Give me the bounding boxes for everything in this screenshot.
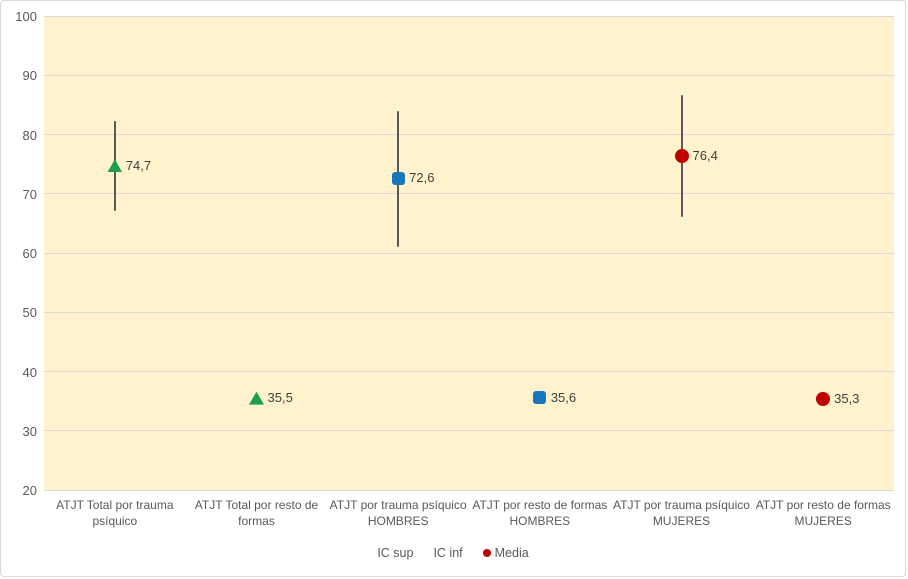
y-axis-tick-label: 80 — [22, 127, 37, 143]
y-axis-tick-label: 60 — [22, 246, 37, 261]
data-point-marker — [533, 391, 547, 405]
data-point-label: 35,3 — [834, 391, 860, 407]
y-axis-tick-label: 20 — [22, 483, 37, 498]
category-label: ATJT por trauma psíquico HOMBRES — [329, 498, 467, 528]
legend-item-label: IC inf — [433, 546, 463, 560]
y-axis-tick-label: 70 — [22, 186, 37, 202]
gridline — [44, 74, 894, 76]
category-label: ATJT por resto de formas HOMBRES — [472, 498, 608, 528]
data-point-label: 35,6 — [550, 389, 577, 405]
category-label: ATJT Total por resto de formas — [194, 498, 319, 528]
data-point-label: 76,4 — [692, 147, 718, 163]
legend-item: IC inf — [433, 546, 462, 560]
gridline — [44, 252, 894, 254]
category-label: ATJT por resto de formas MUJERES — [755, 498, 891, 528]
legend-item: IC sup — [377, 546, 413, 560]
y-axis-tick-label: 90 — [22, 68, 37, 84]
category-label: ATJT por trauma psíquico MUJERES — [613, 498, 750, 528]
data-point-marker — [674, 148, 689, 163]
category-label: ATJT Total por trauma psíquico — [56, 498, 174, 528]
data-point-label: 35,5 — [267, 390, 293, 406]
plot-area — [44, 15, 894, 491]
gridline — [44, 15, 894, 17]
data-point-marker — [816, 392, 831, 407]
legend-item-label: Media — [494, 546, 529, 560]
y-axis-tick-label: 40 — [22, 364, 37, 380]
legend-media-marker-icon — [482, 549, 491, 557]
gridline — [44, 193, 894, 195]
gridline — [44, 134, 894, 135]
y-axis-tick-label: 30 — [22, 423, 37, 439]
data-point-marker — [391, 171, 405, 185]
gridline — [44, 430, 894, 432]
y-axis-tick-label: 100 — [15, 9, 37, 24]
gridline — [44, 371, 894, 372]
legend-item-label: IC sup — [377, 546, 414, 560]
y-axis-tick-label: 50 — [22, 305, 37, 321]
gridline — [44, 311, 894, 313]
data-point-label: 74,7 — [125, 157, 152, 173]
gridline — [44, 489, 894, 491]
legend: IC sup IC inf Media — [1, 546, 905, 560]
legend-item: Media — [482, 546, 529, 560]
data-point-label: 72,6 — [409, 170, 435, 186]
